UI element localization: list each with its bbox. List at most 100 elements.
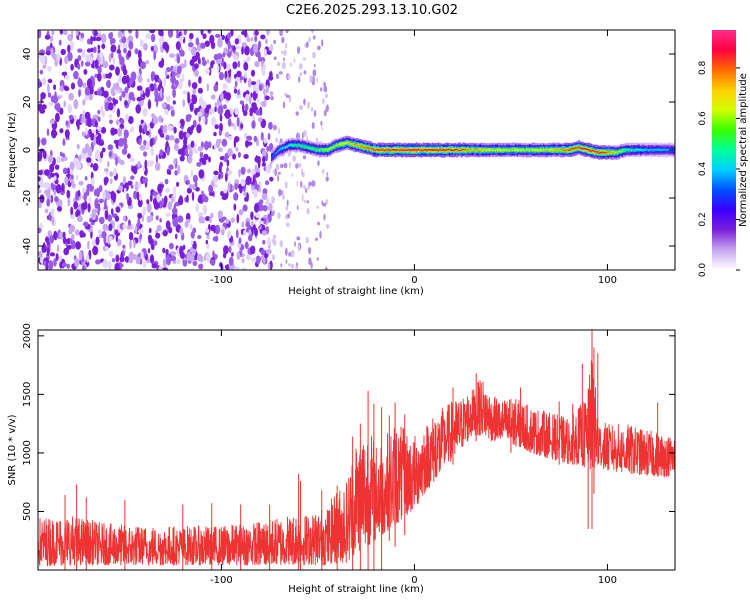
trace-cell	[379, 149, 381, 151]
noise-blob	[125, 113, 129, 121]
noise-blob	[85, 61, 91, 67]
noise-blob	[66, 263, 70, 269]
trace-cell	[536, 150, 539, 152]
noise-blob	[219, 122, 223, 133]
noise-blob	[197, 146, 203, 152]
noise-blob	[59, 151, 63, 157]
trace-cell	[291, 144, 293, 146]
sparse-blob	[271, 254, 276, 261]
trace-cell	[538, 149, 540, 152]
sparse-blob	[301, 193, 304, 202]
spectrogram-y-axis-label: Frequency (Hz)	[7, 112, 18, 188]
noise-blob	[197, 253, 203, 262]
noise-blob	[171, 194, 174, 204]
noise-blob	[81, 49, 86, 58]
trace-cell	[596, 151, 599, 155]
sparse-blob	[280, 263, 283, 268]
noise-blob	[254, 203, 260, 213]
noise-blob	[59, 128, 64, 134]
noise-blob	[257, 117, 263, 123]
trace-cell	[426, 149, 429, 151]
sparse-blob	[306, 200, 310, 204]
trace-cell	[595, 151, 597, 153]
trace-cell	[477, 148, 480, 151]
noise-blob	[168, 135, 175, 141]
noise-blob	[240, 123, 244, 129]
noise-blob	[162, 127, 166, 134]
noise-blob	[186, 144, 193, 150]
noise-blob	[218, 147, 223, 152]
trace-cell	[471, 149, 474, 151]
noise-blob	[40, 54, 46, 65]
noise-blob	[232, 55, 239, 60]
trace-cell	[359, 145, 361, 147]
noise-blob	[155, 97, 159, 108]
noise-blob	[78, 154, 82, 162]
noise-blob	[262, 149, 267, 158]
noise-blob	[53, 84, 57, 91]
trace-cell	[481, 149, 483, 151]
noise-blob	[195, 203, 199, 213]
trace-cell	[596, 151, 599, 153]
noise-blob	[199, 151, 204, 158]
noise-blob	[77, 78, 83, 88]
noise-blob	[121, 148, 128, 155]
noise-blob	[102, 191, 106, 201]
trace-cell	[638, 148, 641, 152]
noise-blob	[189, 148, 193, 158]
noise-blob	[39, 81, 42, 88]
noise-blob	[214, 106, 217, 112]
noise-blob	[91, 129, 96, 134]
noise-blob	[118, 137, 124, 147]
trace-cell	[331, 147, 333, 149]
trace-cell	[308, 146, 310, 150]
trace-cell	[393, 148, 395, 150]
noise-blob	[50, 35, 54, 43]
noise-blob	[67, 167, 70, 176]
noise-blob	[198, 212, 204, 217]
trace-cell	[582, 148, 585, 150]
noise-blob	[228, 245, 232, 253]
noise-blob	[143, 151, 148, 157]
noise-blob	[186, 194, 189, 203]
noise-blob	[192, 248, 196, 256]
noise-blob	[118, 185, 124, 192]
noise-blob	[101, 147, 106, 153]
trace-cell	[320, 148, 322, 150]
noise-blob	[101, 110, 105, 118]
noise-blob	[137, 198, 143, 208]
noise-blob	[195, 187, 200, 192]
noise-blob	[176, 259, 181, 265]
trace-cell	[382, 149, 384, 151]
noise-blob	[235, 147, 239, 152]
trace-cell	[433, 149, 435, 151]
noise-blob	[153, 240, 158, 246]
noise-blob	[59, 30, 64, 35]
noise-blob	[261, 162, 266, 167]
noise-blob	[128, 251, 135, 261]
noise-blob	[108, 102, 114, 111]
noise-blob	[97, 30, 101, 34]
noise-blob	[103, 73, 107, 79]
noise-blob	[120, 251, 123, 262]
noise-blob	[50, 183, 54, 190]
noise-blob	[236, 213, 240, 224]
trace-cell	[612, 152, 614, 154]
trace-cell	[615, 150, 617, 154]
noise-blob	[85, 54, 91, 63]
noise-blob	[150, 243, 155, 251]
sparse-blob	[325, 199, 329, 205]
sparse-blob	[284, 181, 288, 189]
trace-cell	[473, 148, 475, 152]
trace-cell	[271, 156, 273, 159]
noise-blob	[61, 262, 67, 268]
trace-cell	[635, 149, 637, 151]
trace-cell	[312, 147, 315, 150]
sparse-blob	[319, 230, 322, 239]
sparse-blob	[322, 202, 327, 207]
trace-cell	[286, 146, 288, 148]
trace-cell	[618, 150, 620, 152]
sparse-blob	[316, 257, 319, 261]
noise-blob	[177, 83, 183, 90]
sparse-blob	[299, 63, 303, 70]
